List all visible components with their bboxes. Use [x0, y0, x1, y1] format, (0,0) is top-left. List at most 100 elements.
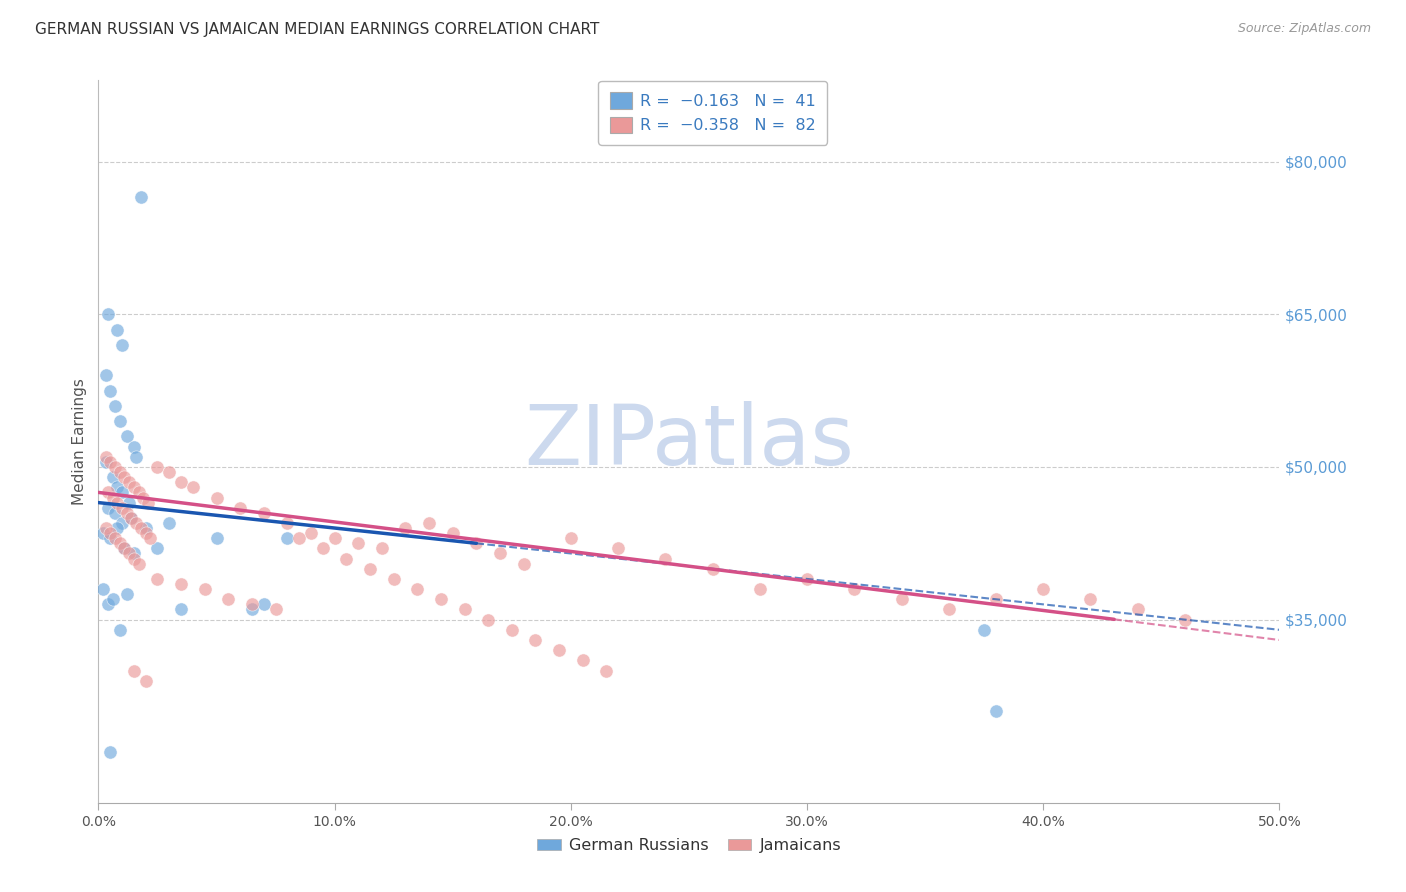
Point: [122, 440, 145, 454]
Point: [91, 526, 114, 541]
Point: [253, 598, 276, 612]
Point: [654, 551, 676, 566]
Point: [97, 485, 120, 500]
Point: [146, 541, 169, 556]
Point: [122, 546, 145, 560]
Point: [796, 572, 818, 586]
Point: [112, 541, 135, 556]
Point: [135, 521, 157, 535]
Point: [94, 455, 117, 469]
Point: [115, 429, 138, 443]
Point: [453, 602, 475, 616]
Point: [205, 491, 228, 505]
Point: [101, 470, 124, 484]
Point: [146, 460, 169, 475]
Point: [984, 592, 1007, 607]
Point: [94, 521, 117, 535]
Point: [129, 190, 152, 204]
Legend: German Russians, Jamaicans: German Russians, Jamaicans: [530, 832, 848, 860]
Point: [844, 582, 866, 596]
Point: [136, 495, 159, 509]
Point: [118, 475, 141, 490]
Point: [253, 506, 276, 520]
Text: GERMAN RUSSIAN VS JAMAICAN MEDIAN EARNINGS CORRELATION CHART: GERMAN RUSSIAN VS JAMAICAN MEDIAN EARNIN…: [35, 22, 599, 37]
Point: [98, 455, 121, 469]
Point: [323, 531, 346, 545]
Point: [122, 664, 145, 678]
Point: [170, 577, 193, 591]
Point: [108, 414, 131, 428]
Point: [94, 450, 117, 464]
Point: [132, 491, 155, 505]
Point: [312, 541, 335, 556]
Point: [98, 526, 121, 541]
Point: [135, 673, 157, 688]
Point: [98, 745, 121, 759]
Point: [129, 521, 152, 535]
Point: [125, 450, 148, 464]
Point: [125, 516, 148, 530]
Point: [264, 602, 287, 616]
Point: [194, 582, 217, 596]
Point: [335, 551, 357, 566]
Point: [97, 307, 120, 321]
Point: [135, 526, 157, 541]
Point: [104, 460, 127, 475]
Point: [240, 598, 263, 612]
Point: [146, 572, 169, 586]
Point: [702, 562, 724, 576]
Point: [489, 546, 512, 560]
Point: [501, 623, 523, 637]
Point: [101, 491, 124, 505]
Point: [973, 623, 995, 637]
Point: [157, 465, 180, 479]
Point: [108, 623, 131, 637]
Point: [121, 511, 143, 525]
Point: [299, 526, 322, 541]
Point: [890, 592, 912, 607]
Point: [430, 592, 453, 607]
Point: [112, 470, 135, 484]
Point: [205, 531, 228, 545]
Point: [240, 602, 263, 616]
Text: Source: ZipAtlas.com: Source: ZipAtlas.com: [1237, 22, 1371, 36]
Point: [105, 495, 128, 509]
Point: [984, 704, 1007, 718]
Point: [97, 598, 120, 612]
Point: [607, 541, 630, 556]
Text: ZIPatlas: ZIPatlas: [524, 401, 853, 482]
Point: [122, 480, 145, 494]
Point: [748, 582, 770, 596]
Point: [139, 531, 162, 545]
Point: [347, 536, 370, 550]
Point: [1080, 592, 1102, 607]
Point: [105, 521, 128, 535]
Point: [104, 399, 127, 413]
Point: [105, 480, 128, 494]
Point: [382, 572, 405, 586]
Point: [104, 506, 127, 520]
Point: [104, 531, 127, 545]
Point: [288, 531, 311, 545]
Point: [465, 536, 488, 550]
Point: [101, 592, 124, 607]
Point: [276, 516, 298, 530]
Point: [217, 592, 239, 607]
Point: [111, 516, 134, 530]
Point: [118, 495, 141, 509]
Point: [418, 516, 440, 530]
Point: [1174, 613, 1197, 627]
Point: [122, 551, 145, 566]
Point: [105, 323, 128, 337]
Point: [394, 521, 416, 535]
Point: [938, 602, 960, 616]
Point: [98, 384, 121, 398]
Point: [108, 465, 131, 479]
Point: [111, 338, 134, 352]
Point: [170, 475, 193, 490]
Point: [512, 557, 534, 571]
Point: [94, 368, 117, 383]
Point: [118, 546, 141, 560]
Point: [111, 500, 134, 515]
Point: [524, 632, 547, 647]
